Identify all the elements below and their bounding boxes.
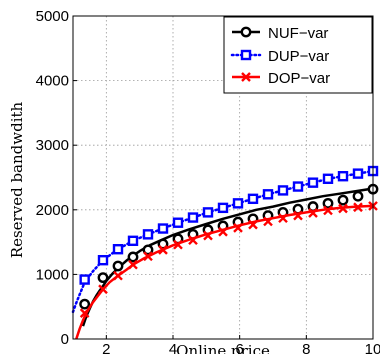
data-point-nuf [337,194,349,206]
legend-entry-nuf: NUF−var [232,25,328,42]
x-tick-label: 6 [235,341,243,354]
y-tick-label: 1000 [36,266,69,283]
legend-label-nuf: NUF−var [268,25,328,42]
legend-label-dup: DUP−var [268,48,329,65]
y-tick-label: 5000 [36,8,69,25]
legend-entry-dup: DUP−var [230,48,329,65]
data-point-nuf [79,298,91,310]
data-point-nuf [97,272,109,284]
tick-layer: 2 4 6 8 10 0 1000 2000 3000 4000 5000 [36,8,380,354]
data-point-dup [202,207,214,218]
data-point-dup [277,185,289,196]
x-tick-label: 10 [365,341,380,354]
data-point-dop [353,202,363,213]
data-point-dop [323,205,333,216]
data-point-dop [218,226,228,237]
data-point-dop [98,284,108,295]
data-point-dup [217,202,229,214]
x-tick-label: 4 [169,341,177,354]
series-line-dup [71,169,375,314]
data-point-dop [308,208,318,218]
data-point-dop [293,210,303,221]
series-line-nuf [81,187,374,327]
data-point-dup [142,229,154,240]
series-dup [71,165,379,314]
data-point-dup [172,217,184,228]
data-point-dup [157,223,169,234]
data-point-nuf [142,244,154,256]
data-point-dup [232,198,244,209]
data-point-dup [127,235,139,247]
plot-frame [72,15,374,340]
data-point-dup [352,168,364,179]
legend-marker-dup [240,49,252,61]
data-point-dup [187,212,199,223]
data-point-dup [307,177,319,188]
x-tick-label: 2 [102,341,110,354]
data-point-dup [322,173,334,184]
data-point-dop [278,213,288,224]
data-point-dop [188,235,198,246]
y-tick-label: 3000 [36,137,69,154]
data-point-dop [233,223,243,233]
x-tick-label: 8 [302,341,310,354]
data-point-dop [143,251,153,262]
data-point-dup [79,274,90,285]
data-point-dop [158,245,168,255]
legend: NUF−var DUP−var DOP−var [223,16,373,94]
y-tick-label: 4000 [36,73,69,90]
data-point-nuf [127,251,139,263]
data-point-dop [338,203,348,214]
legend-label-dop: DOP−var [268,70,330,87]
data-point-dop [203,230,213,241]
legend-marker-nuf [240,26,252,38]
x-axis-label: Online price [176,342,270,354]
data-point-dop [248,219,258,230]
data-point-dop [128,259,138,270]
data-point-dop [79,308,90,319]
data-point-dup [247,193,259,205]
data-point-dop [113,270,123,281]
series-dop [75,201,378,340]
data-point-dup [112,244,124,255]
legend-marker-dop [241,72,251,82]
data-point-nuf [322,197,334,209]
data-point-dup [97,254,109,266]
y-tick-label: 0 [61,331,69,348]
legend-entry-dop: DOP−var [232,70,330,87]
data-point-dop [173,239,183,250]
series-layer [71,165,379,340]
data-point-dup [262,189,274,200]
data-point-dup [337,171,349,182]
data-point-dup [292,181,304,192]
y-axis-label: Reserved bandwdith [8,101,26,258]
data-point-dop [263,216,273,227]
y-tick-label: 2000 [36,202,69,219]
data-point-nuf [352,190,364,202]
data-point-nuf [112,260,124,272]
